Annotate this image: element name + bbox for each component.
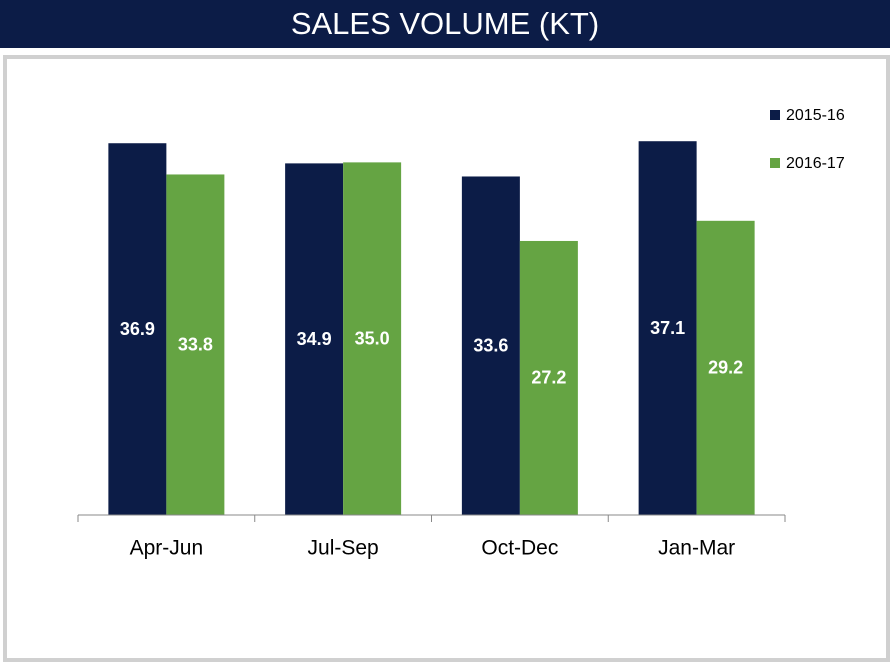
bar bbox=[519, 240, 578, 515]
legend-swatch bbox=[770, 110, 780, 120]
bar bbox=[638, 141, 697, 515]
x-tick-label: Apr-Jun bbox=[130, 537, 204, 560]
bar bbox=[108, 143, 167, 516]
chart-title: SALES VOLUME (KT) bbox=[291, 6, 599, 41]
x-tick-label: Oct-Dec bbox=[481, 537, 558, 560]
x-tick-label: Jul-Sep bbox=[308, 537, 379, 560]
chart-frame bbox=[3, 55, 890, 662]
bar bbox=[343, 162, 402, 515]
value-label: 33.6 bbox=[473, 335, 508, 355]
value-label: 35.0 bbox=[355, 328, 390, 348]
value-label: 29.2 bbox=[708, 358, 743, 378]
legend-label: 2015-16 bbox=[786, 107, 845, 124]
value-label: 37.1 bbox=[650, 318, 685, 338]
bar bbox=[461, 176, 520, 516]
value-label: 34.9 bbox=[297, 329, 332, 349]
value-label: 33.8 bbox=[178, 334, 213, 354]
value-label: 36.9 bbox=[120, 319, 155, 339]
bar bbox=[285, 163, 344, 515]
legend-swatch bbox=[770, 158, 780, 168]
value-label: 27.2 bbox=[531, 368, 566, 388]
legend-label: 2016-17 bbox=[786, 155, 845, 172]
title-banner bbox=[0, 0, 890, 48]
bar bbox=[696, 220, 755, 515]
x-tick-label: Jan-Mar bbox=[658, 537, 735, 560]
bar bbox=[166, 174, 225, 515]
